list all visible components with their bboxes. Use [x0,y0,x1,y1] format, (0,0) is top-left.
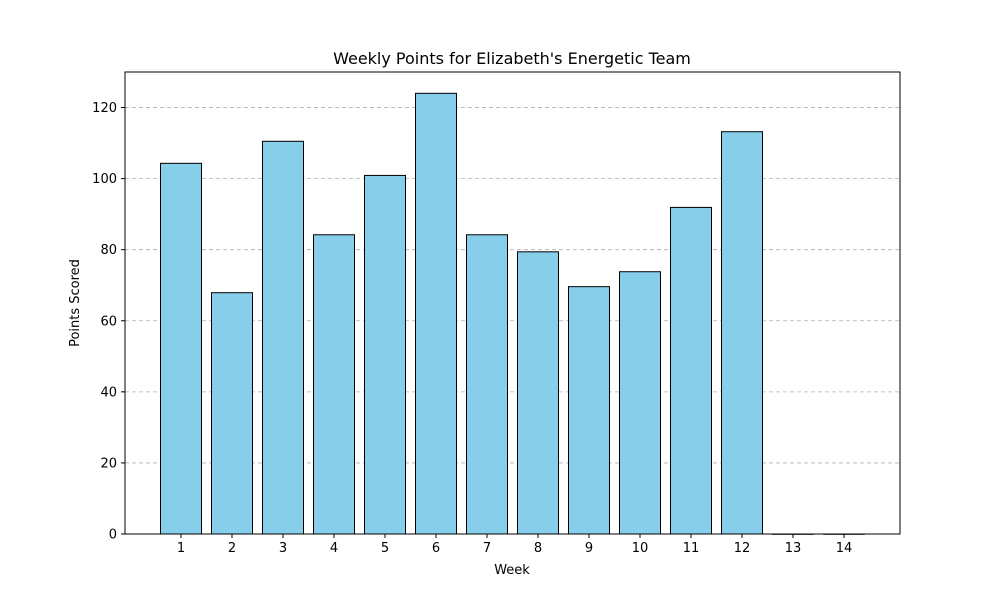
x-tick-label-4: 4 [330,541,338,556]
x-tick-label-12: 12 [734,541,751,556]
bar-week-9 [568,286,610,535]
x-axis-ticks: 1 2 3 4 5 6 7 8 9 10 11 12 13 14 [177,534,852,556]
x-tick-label-10: 10 [632,541,649,556]
x-tick-label-7: 7 [483,541,491,556]
y-tick-label-40: 40 [100,385,117,400]
bar-week-3 [262,140,304,535]
chart-title: Weekly Points for Elizabeth's Energetic … [333,49,691,68]
x-tick-label-3: 3 [279,541,287,556]
x-tick-label-6: 6 [432,541,440,556]
y-tick-label-0: 0 [109,528,117,543]
bar-week-8 [517,251,559,535]
bar-week-2 [211,292,253,535]
bar-week-10 [619,271,661,535]
bar-week-6 [415,92,457,535]
x-tick-label-1: 1 [177,541,185,556]
x-tick-label-5: 5 [381,541,389,556]
bar-week-11 [670,206,712,535]
x-tick-label-13: 13 [785,541,802,556]
y-axis-label: Points Scored [68,259,83,347]
y-axis-ticks: 0 20 40 60 80 100 120 [92,101,125,543]
y-tick-label-100: 100 [92,172,117,187]
y-tick-label-60: 60 [100,314,117,329]
x-tick-label-9: 9 [585,541,593,556]
bar-week-12 [721,131,763,535]
bars [160,92,865,535]
bar-week-5 [364,174,406,535]
x-tick-label-2: 2 [228,541,236,556]
bar-week-1 [160,162,202,535]
grid-lines [125,107,900,464]
y-tick-label-120: 120 [92,101,117,116]
x-tick-label-8: 8 [534,541,542,556]
bar-week-4 [313,234,355,535]
x-tick-label-11: 11 [683,541,700,556]
plot-frame [124,71,901,535]
y-tick-label-80: 80 [100,243,117,258]
y-tick-label-20: 20 [100,456,117,471]
bar-week-7 [466,234,508,535]
x-axis-label: Week [494,563,530,578]
x-tick-label-14: 14 [836,541,853,556]
